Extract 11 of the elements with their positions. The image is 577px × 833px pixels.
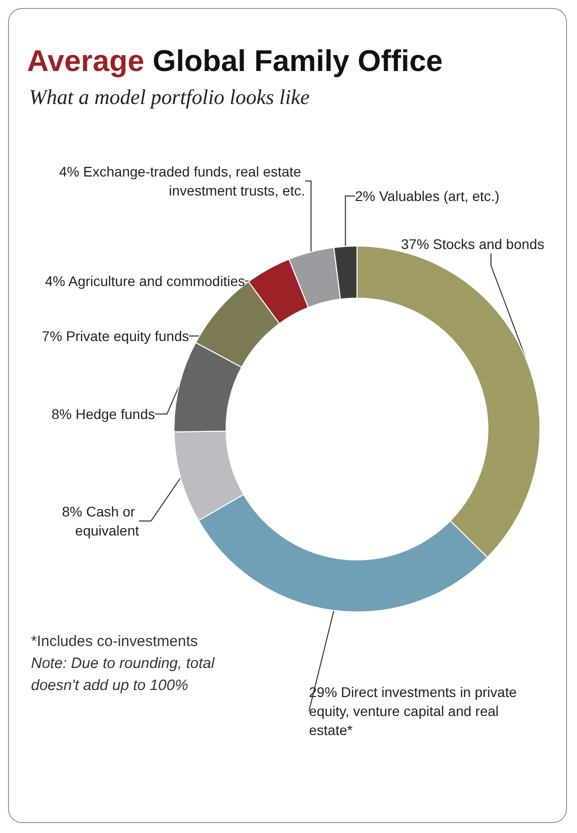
chart-title: Average Global Family Office	[27, 45, 443, 79]
chart-subtitle: What a model portfolio looks like	[29, 85, 310, 110]
slice-label: 37% Stocks and bonds	[401, 236, 544, 252]
slice-label: 7% Private equity funds	[42, 328, 189, 344]
slice-label: 8% Cash or equivalent	[62, 504, 140, 538]
slice-label: 4% Agriculture and commodities	[45, 273, 245, 289]
slice-label: 2% Valuables (art, etc.)	[355, 188, 500, 204]
text: Note: Due to rounding, total doesn't add up to 100%	[31, 654, 216, 696]
slice-label: 4% Exchange-traded funds, real estate investment trusts, etc.	[59, 164, 305, 198]
slice-label: 8% Hedge funds	[51, 406, 155, 422]
text: *Includes co-investments	[31, 632, 199, 652]
